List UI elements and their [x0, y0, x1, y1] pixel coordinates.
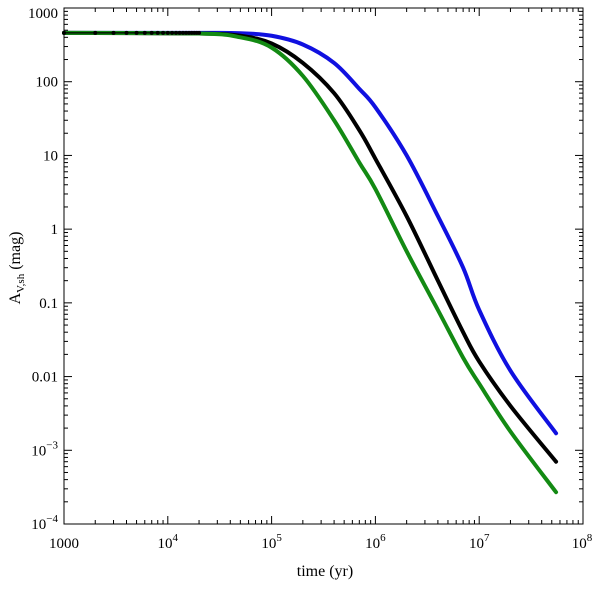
tick-label-base: 10 — [31, 443, 46, 459]
tick-label-exponent: −3 — [46, 439, 58, 451]
x-tick-label: 104 — [158, 532, 179, 552]
curves-layer — [62, 30, 559, 495]
tick-label-exponent: 8 — [587, 532, 592, 544]
marker-point — [180, 30, 185, 35]
tick-label-exponent: 6 — [380, 532, 386, 544]
marker-point — [177, 30, 182, 35]
marker-point — [197, 30, 202, 35]
y-tick-label: 0.01 — [32, 370, 58, 386]
tick-label-base: 10 — [572, 536, 587, 552]
x-tick-label: 1000 — [49, 536, 79, 552]
y-axis-label: AV,sh (mag) — [7, 232, 27, 305]
y-axis-label-base: A — [7, 292, 24, 304]
marker-point — [186, 30, 191, 35]
marker-point — [134, 30, 139, 35]
y-tick-label: 0.1 — [39, 296, 58, 312]
tick-label-base: 10 — [158, 536, 173, 552]
x-tick-label: 105 — [261, 532, 282, 552]
ticks-layer — [63, 7, 584, 525]
y-tick-label: 10 — [43, 148, 58, 164]
x-tick-label: 108 — [572, 532, 592, 552]
marker-point — [124, 30, 129, 35]
series-line-1 — [62, 30, 559, 436]
tick-label-exponent: 4 — [173, 532, 179, 544]
x-tick-label: 106 — [365, 532, 386, 552]
y-tick-label: 10−4 — [31, 513, 58, 533]
y-tick-label: 10−3 — [31, 439, 58, 459]
y-axis-label-suffix: (mag) — [7, 232, 24, 274]
marker-point — [184, 30, 189, 35]
tick-label-exponent: −4 — [46, 513, 58, 525]
y-tick-label: 1000 — [28, 6, 58, 22]
tick-label-base: 10 — [469, 536, 484, 552]
marker-point — [170, 30, 175, 35]
marker-point — [93, 30, 98, 35]
series-line-3 — [62, 30, 559, 495]
y-tick-label: 1 — [51, 222, 59, 238]
x-tick-label: 107 — [469, 532, 490, 552]
tick-label-base: 10 — [31, 517, 46, 533]
x-axis-label: time (yr) — [297, 563, 353, 580]
series-line-2 — [62, 30, 559, 464]
marker-point — [161, 30, 166, 35]
marker-point — [155, 30, 160, 35]
marker-point — [149, 30, 154, 35]
y-axis-label-subscript: V,sh — [15, 273, 27, 293]
marker-point — [111, 30, 116, 35]
tick-label-exponent: 7 — [484, 532, 490, 544]
marker-point — [174, 30, 179, 35]
marker-point — [142, 30, 147, 35]
y-tick-label: 100 — [36, 75, 59, 91]
marker-point — [165, 30, 170, 35]
plot-frame — [63, 7, 584, 525]
markers-layer — [62, 30, 202, 35]
tick-label-exponent: 5 — [276, 532, 282, 544]
tick-label-base: 10 — [365, 536, 380, 552]
x-tick-labels: 1000 104 105 106 107 108 — [49, 532, 592, 552]
tick-label-base: 10 — [261, 536, 276, 552]
